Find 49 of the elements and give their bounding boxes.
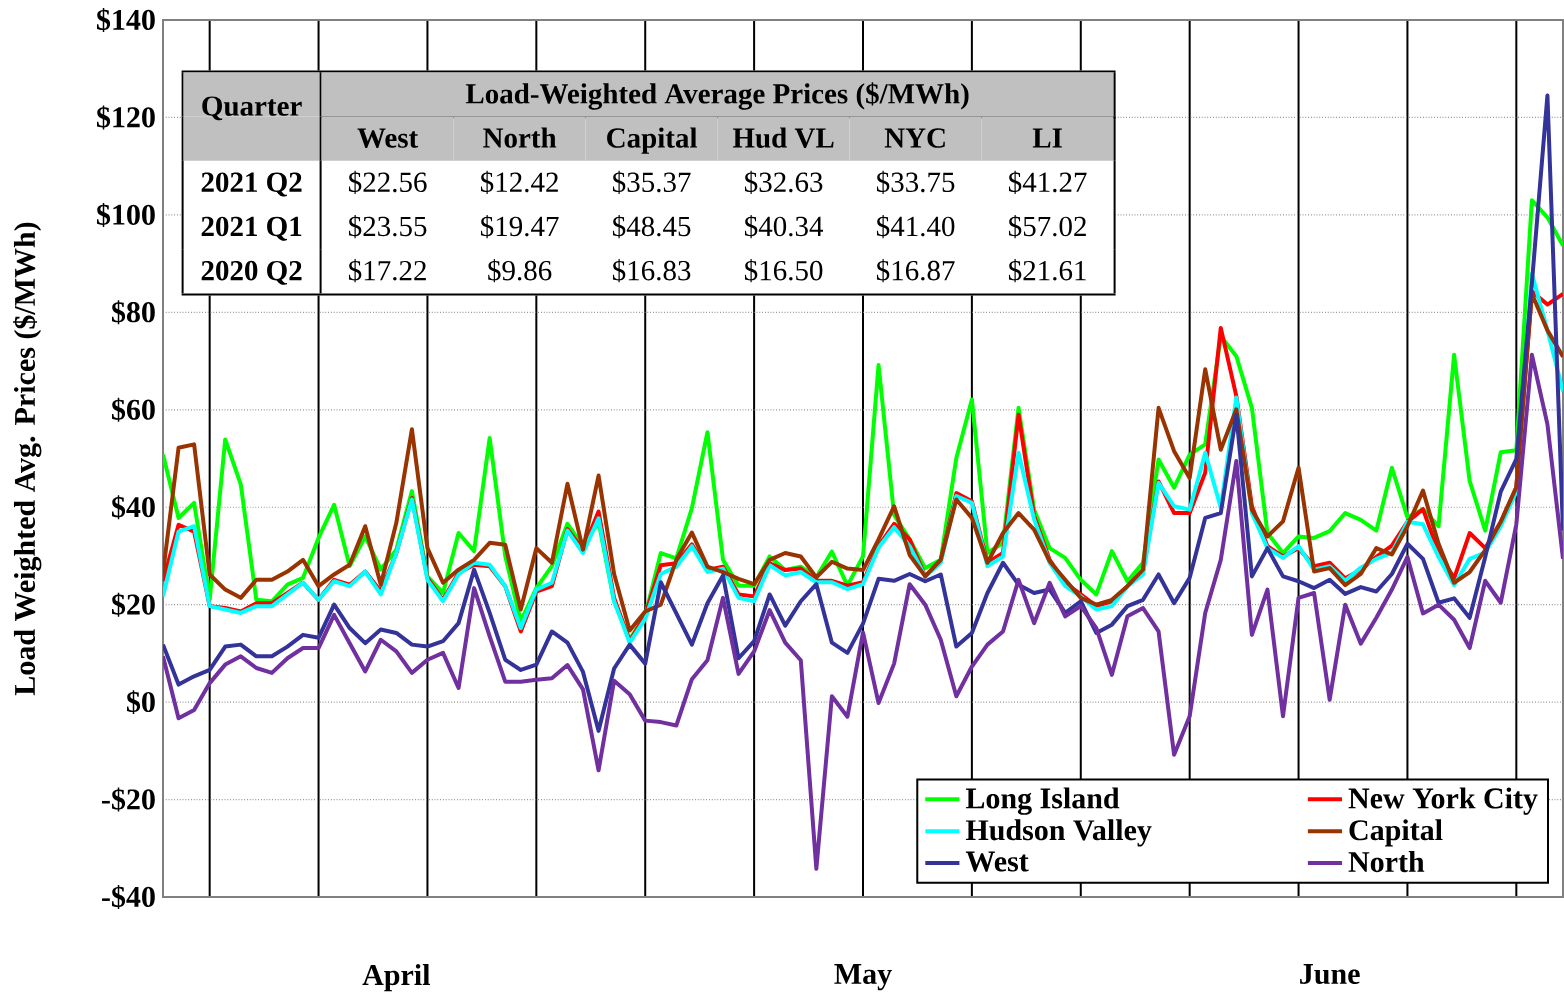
annotation: Quarter [202, 96, 302, 121]
annotation: $40.34 [744, 214, 824, 239]
annotation: $32.63 [744, 170, 823, 194]
x-tick-label: April [362, 964, 430, 992]
annotation: $23.55 [348, 214, 427, 239]
annotation: $41.40 [876, 214, 955, 239]
annotation: $9.86 [488, 259, 552, 283]
legend-label: North [1348, 851, 1425, 873]
annotation: $35.37 [612, 170, 691, 194]
annotation: NYC [884, 128, 945, 148]
y-tick-label: $20 [112, 592, 155, 617]
annotation: Hud VL [732, 127, 834, 148]
annotation: $41.27 [1008, 170, 1087, 194]
y-tick-label: $60 [112, 397, 155, 422]
legend-label: Capital [1349, 819, 1443, 847]
y-tick-label: $80 [112, 300, 155, 325]
y-tick-label: $140 [97, 8, 155, 33]
annotation: LI [1032, 128, 1062, 148]
annotation: $33.75 [876, 170, 955, 194]
annotation: Capital [607, 127, 698, 154]
annotation: Load-Weighted Average Prices ($/MWh) [465, 82, 969, 110]
annotation: North [483, 127, 557, 148]
x-tick-label: June [1300, 964, 1360, 985]
y-tick-label: -$20 [102, 787, 155, 812]
legend-label: Hudson Valley [965, 819, 1152, 847]
annotation: 2020 Q2 [201, 260, 302, 285]
x-tick-label: May [834, 964, 892, 991]
annotation: West [357, 128, 419, 148]
annotation: $21.61 [1008, 259, 1086, 283]
y-tick-label: $0 [127, 690, 155, 715]
annotation: $16.87 [876, 259, 955, 283]
y-axis-title: Load Weighted Avg. Prices ($/MWh) [13, 222, 42, 696]
annotation: $22.56 [348, 170, 427, 194]
annotation: $48.45 [612, 214, 691, 239]
annotation: $16.50 [744, 259, 823, 283]
y-tick-label: $120 [97, 105, 155, 130]
annotation: $19.47 [480, 214, 559, 239]
annotation: $57.02 [1008, 214, 1086, 239]
y-tick-label: -$40 [102, 885, 155, 910]
annotation: $16.83 [612, 259, 691, 283]
y-tick-label: $40 [112, 495, 155, 520]
y-tick-label: $100 [97, 202, 155, 227]
legend-label: New York City [1348, 787, 1538, 815]
annotation: 2021 Q2 [201, 172, 302, 197]
annotation: $17.22 [348, 259, 426, 283]
legend-label: Long Island [965, 787, 1120, 815]
annotation: 2021 Q1 [201, 216, 302, 241]
legend-label: West [965, 851, 1029, 872]
annotation: $12.42 [480, 170, 558, 194]
